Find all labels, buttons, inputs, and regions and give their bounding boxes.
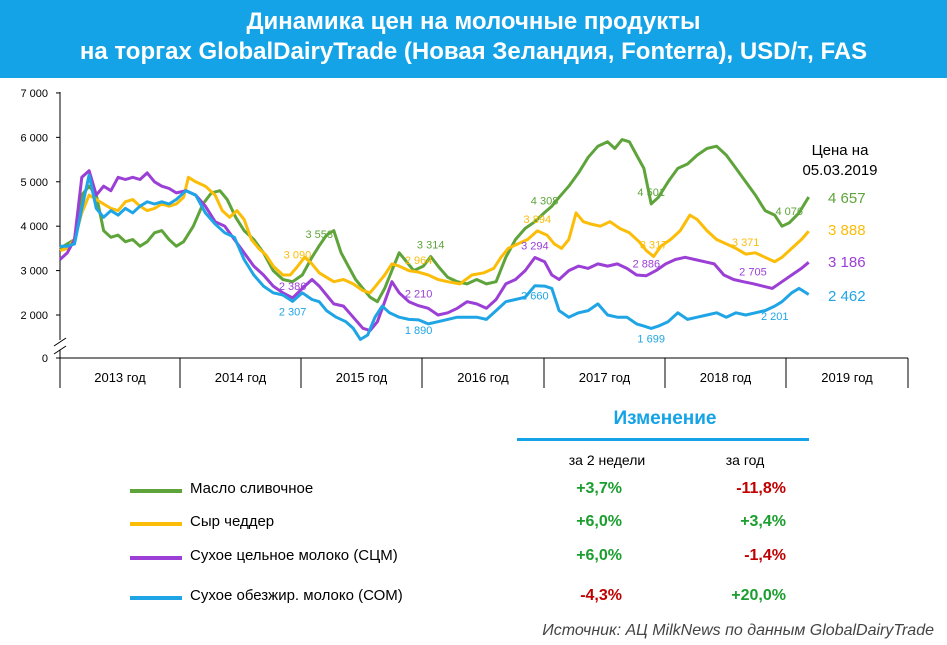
x-category-label: 2018 год xyxy=(700,370,752,385)
x-category-label: 2014 год xyxy=(215,370,267,385)
title-line-1: Динамика цен на молочные продукты xyxy=(246,8,701,35)
y-tick-label: 4 000 xyxy=(20,221,48,233)
data-label: 3 317 xyxy=(640,240,668,252)
change-year-value: -1,4% xyxy=(744,547,786,564)
data-label: 3 558 xyxy=(305,229,333,241)
x-category-label: 2017 год xyxy=(579,370,631,385)
x-axis: 2013 год 2014 год 2015 год 2016 год 2017 год… xyxy=(59,357,909,388)
data-label: 2 307 xyxy=(279,306,307,318)
legend-label: Масло сливочное xyxy=(190,480,314,497)
change-2weeks-value: +6,0% xyxy=(576,547,622,564)
data-label: 1 699 xyxy=(637,333,665,345)
data-label: 2 386 xyxy=(279,281,307,293)
data-label: 2 705 xyxy=(739,267,767,279)
data-label: 2 886 xyxy=(633,259,661,271)
change-table: Изменение за 2 недели за год Масло сливо… xyxy=(0,400,947,645)
price-note-line-1: Цена на xyxy=(812,142,870,159)
data-label: 4 501 xyxy=(637,187,665,199)
y-axis: 0 2 000 3 000 4 000 5 000 6 000 7 000 xyxy=(20,88,67,365)
data-label: 3 314 xyxy=(417,240,445,252)
data-label: 3 294 xyxy=(521,241,549,253)
data-label: 1 890 xyxy=(405,325,433,337)
y-tick-label: 2 000 xyxy=(20,310,48,322)
data-label: 2 660 xyxy=(521,291,549,303)
legend-line-1 xyxy=(130,489,182,493)
column-header-2weeks: за 2 недели xyxy=(568,452,646,468)
price-note-line-2: 05.03.2019 xyxy=(802,162,877,179)
y-tick-label: 3 000 xyxy=(20,266,48,278)
title-line-2: на торгах GlobalDairyTrade (Новая Зеланд… xyxy=(79,38,868,65)
change-title: Изменение xyxy=(613,408,717,429)
series-line-1 xyxy=(59,138,810,304)
legend-label: Сухое обезжир. молоко (СОМ) xyxy=(190,587,403,604)
series-line-3 xyxy=(58,169,810,332)
data-label: 2 964 xyxy=(405,255,433,267)
data-label: 2 210 xyxy=(405,289,433,301)
y-tick-label: 5 000 xyxy=(20,177,48,189)
change-title-underline xyxy=(517,438,809,441)
x-category-label: 2019 год xyxy=(821,370,873,385)
legend-line-3 xyxy=(130,556,182,560)
change-year-value: -11,8% xyxy=(736,480,786,497)
data-label: 3 894 xyxy=(524,214,552,226)
x-category-label: 2013 год xyxy=(94,370,146,385)
change-2weeks-value: +3,7% xyxy=(576,480,622,497)
end-value-label: 2 462 xyxy=(828,288,866,305)
series-line-2 xyxy=(59,175,810,295)
data-label: 4 308 xyxy=(531,196,559,208)
y-tick-label: 0 xyxy=(42,353,48,365)
legend-line-4 xyxy=(130,596,182,600)
change-2weeks-value: -4,3% xyxy=(580,587,622,604)
data-label: 3 090 xyxy=(284,250,312,262)
end-value-label: 3 186 xyxy=(828,254,866,271)
data-labels: 3 558 3 314 4 308 4 501 4 076 4 657 3 090 2 964… xyxy=(279,187,866,345)
title-banner: Динамика цен на молочные продукты на тор… xyxy=(0,0,947,78)
series-lines xyxy=(58,138,810,341)
change-year-value: +3,4% xyxy=(740,513,786,530)
legend-label: Сыр чеддер xyxy=(190,513,275,530)
y-tick-label: 7 000 xyxy=(20,88,48,100)
y-tick-label: 6 000 xyxy=(20,132,48,144)
data-label: 2 201 xyxy=(761,311,789,323)
legend-label: Сухое цельное молоко (СЦМ) xyxy=(190,547,398,564)
axis-break-mark xyxy=(53,345,67,355)
x-category-label: 2015 год xyxy=(336,370,388,385)
change-2weeks-value: +6,0% xyxy=(576,513,622,530)
end-value-label: 3 888 xyxy=(828,222,866,239)
data-label: 4 076 xyxy=(776,206,804,218)
series-line-4 xyxy=(60,173,810,341)
price-chart: 0 2 000 3 000 4 000 5 000 6 000 7 000 2013 год… xyxy=(20,88,909,388)
column-header-year: за год xyxy=(725,452,765,468)
legend-line-2 xyxy=(130,522,182,526)
change-year-value: +20,0% xyxy=(731,587,786,604)
end-value-label: 4 657 xyxy=(828,190,866,207)
axis-break-mark xyxy=(53,337,67,347)
x-category-label: 2016 год xyxy=(457,370,509,385)
source-note: Источник: АЦ MilkNews по данным GlobalDa… xyxy=(542,622,934,639)
data-label: 3 371 xyxy=(732,237,760,249)
